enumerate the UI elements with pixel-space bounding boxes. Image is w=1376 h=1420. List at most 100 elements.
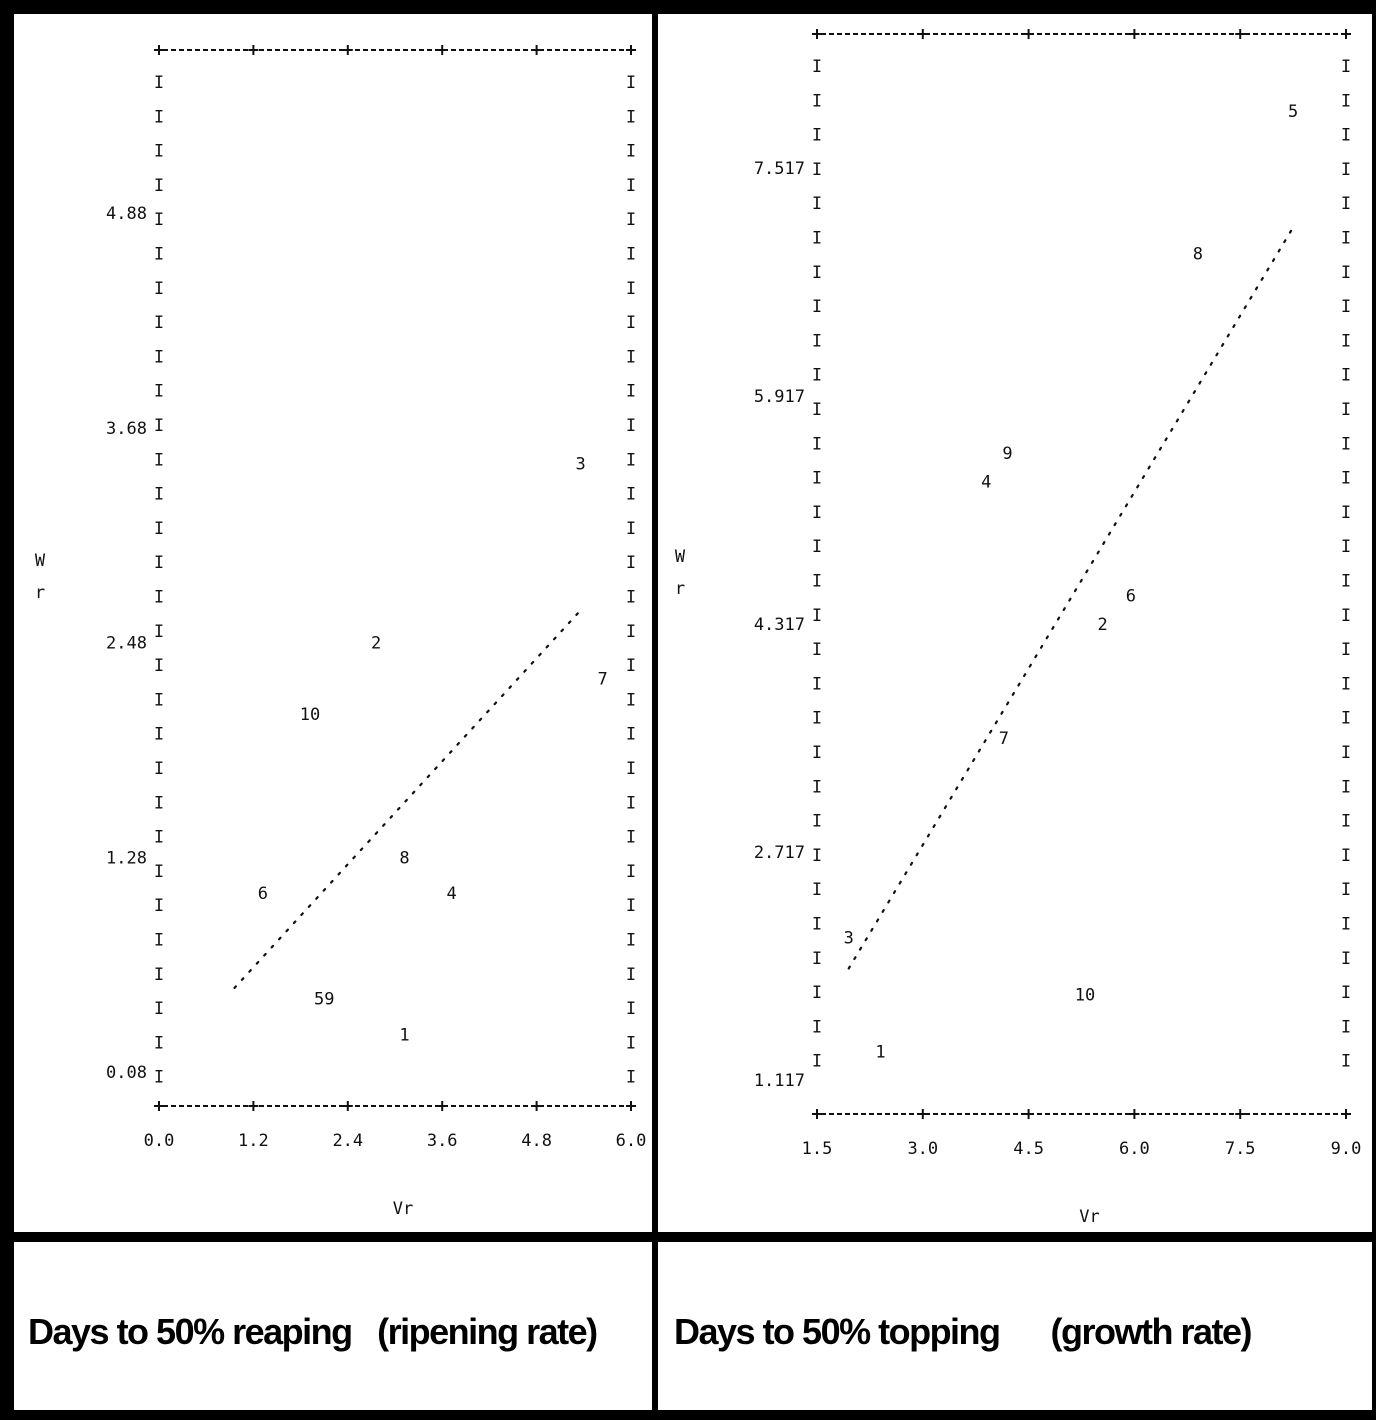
left-axis-glyph: I	[812, 709, 822, 729]
left-axis-glyph: I	[154, 485, 164, 505]
right-axis-glyph: I	[626, 279, 636, 299]
right-axis-glyph: I	[626, 999, 636, 1019]
right-axis-glyph: I	[1341, 434, 1351, 454]
left-axis-glyph: I	[154, 210, 164, 230]
right-axis-glyph: I	[626, 485, 636, 505]
x-tick-label: 6.0	[616, 1131, 647, 1151]
right-axis-glyph: I	[626, 896, 636, 916]
y-tick-label: 0.08	[106, 1063, 147, 1083]
left-axis-glyph: I	[154, 1068, 164, 1088]
left-axis-glyph: I	[812, 229, 822, 249]
right-axis-glyph: I	[1341, 297, 1351, 317]
x-tick-label: 9.0	[1331, 1139, 1362, 1159]
left-axis-glyph: I	[812, 331, 822, 351]
data-point-label: 8	[399, 848, 409, 868]
data-point-label: 4	[981, 473, 991, 493]
right-axis-glyph: I	[1341, 983, 1351, 1003]
right-axis-glyph: I	[1341, 194, 1351, 214]
left-axis-glyph: I	[812, 91, 822, 111]
right-axis-glyph: I	[626, 553, 636, 573]
right-axis-glyph: I	[1341, 915, 1351, 935]
data-point-label: 7	[999, 729, 1009, 749]
data-point-label: 1	[875, 1043, 885, 1063]
right-axis-glyph: I	[1341, 331, 1351, 351]
right-axis-glyph: I	[626, 382, 636, 402]
data-point-label: 10	[300, 705, 320, 725]
left-axis-glyph: I	[812, 263, 822, 283]
data-point-label: 1	[399, 1025, 409, 1045]
left-axis-glyph: I	[812, 537, 822, 557]
left-axis-glyph: I	[154, 73, 164, 93]
left-axis-glyph: I	[154, 931, 164, 951]
right-axis-glyph: I	[626, 347, 636, 367]
x-tick-label: 4.5	[1013, 1139, 1044, 1159]
right-axis-glyph: I	[1341, 777, 1351, 797]
x-tick-label: 4.8	[521, 1131, 552, 1151]
data-point-label: 7	[598, 669, 608, 689]
left-axis-glyph: I	[812, 949, 822, 969]
right-axis-glyph: I	[1341, 57, 1351, 77]
y-tick-label: 3.68	[106, 419, 147, 439]
right-axis-glyph: I	[1341, 263, 1351, 283]
regression-line	[847, 226, 1295, 970]
x-tick-label: 7.5	[1225, 1139, 1256, 1159]
data-point-label: 2	[1098, 615, 1108, 635]
data-point-label: 9	[1002, 444, 1012, 464]
left-axis-glyph: I	[812, 126, 822, 146]
right-axis-glyph: I	[626, 73, 636, 93]
left-axis-glyph: I	[812, 1017, 822, 1037]
right-axis-glyph: I	[1341, 229, 1351, 249]
left-axis-glyph: I	[812, 777, 822, 797]
data-point-label: 6	[1126, 587, 1136, 607]
y-tick-label: 1.28	[106, 848, 147, 868]
x-tick-label: 2.4	[332, 1131, 363, 1151]
right-axis-glyph: I	[626, 588, 636, 608]
left-axis-glyph: I	[812, 880, 822, 900]
left-axis-glyph: I	[154, 347, 164, 367]
data-point-label: 3	[576, 455, 586, 475]
left-axis-glyph: I	[154, 965, 164, 985]
x-tick-label: 0.0	[144, 1131, 175, 1151]
right-axis-glyph: I	[626, 965, 636, 985]
right-axis-glyph: I	[1341, 126, 1351, 146]
left-axis-glyph: I	[154, 313, 164, 333]
caption-ripening-rate: Days to 50% reaping (ripening rate)	[28, 1311, 598, 1352]
y-axis-label: r	[675, 579, 685, 599]
right-axis-glyph: I	[626, 862, 636, 882]
left-axis-glyph: I	[812, 434, 822, 454]
left-axis-glyph: I	[154, 519, 164, 539]
right-axis-glyph: I	[1341, 572, 1351, 592]
left-axis-glyph: I	[154, 759, 164, 779]
left-axis-glyph: I	[812, 640, 822, 660]
left-axis-glyph: I	[154, 553, 164, 573]
right-axis-glyph: I	[1341, 606, 1351, 626]
data-point-label: 59	[314, 990, 334, 1010]
right-axis-glyph: I	[626, 622, 636, 642]
left-axis-glyph: I	[812, 400, 822, 420]
right-axis-glyph: I	[626, 142, 636, 162]
right-axis-glyph: I	[1341, 846, 1351, 866]
regression-line	[233, 605, 585, 990]
x-tick-label: 3.6	[427, 1131, 458, 1151]
y-tick-label: 2.48	[106, 634, 147, 654]
y-axis-label: r	[35, 583, 45, 603]
right-axis-glyph: I	[626, 313, 636, 333]
left-axis-glyph: I	[812, 846, 822, 866]
right-axis-glyph: I	[1341, 366, 1351, 386]
data-point-label: 3	[844, 929, 854, 949]
left-axis-glyph: I	[154, 896, 164, 916]
left-axis-glyph: I	[812, 194, 822, 214]
data-point-label: 5	[1288, 102, 1298, 122]
left-axis-glyph: I	[812, 572, 822, 592]
left-axis-glyph: I	[154, 690, 164, 710]
y-tick-label: 4.88	[106, 204, 147, 224]
right-axis-glyph: I	[626, 416, 636, 436]
right-axis-glyph: I	[1341, 1052, 1351, 1072]
left-axis-glyph: I	[812, 160, 822, 180]
right-axis-glyph: I	[1341, 880, 1351, 900]
left-axis-glyph: I	[154, 107, 164, 127]
left-axis-glyph: I	[812, 366, 822, 386]
right-axis-glyph: I	[1341, 812, 1351, 832]
right-axis-glyph: I	[626, 1068, 636, 1088]
left-axis-glyph: I	[154, 382, 164, 402]
